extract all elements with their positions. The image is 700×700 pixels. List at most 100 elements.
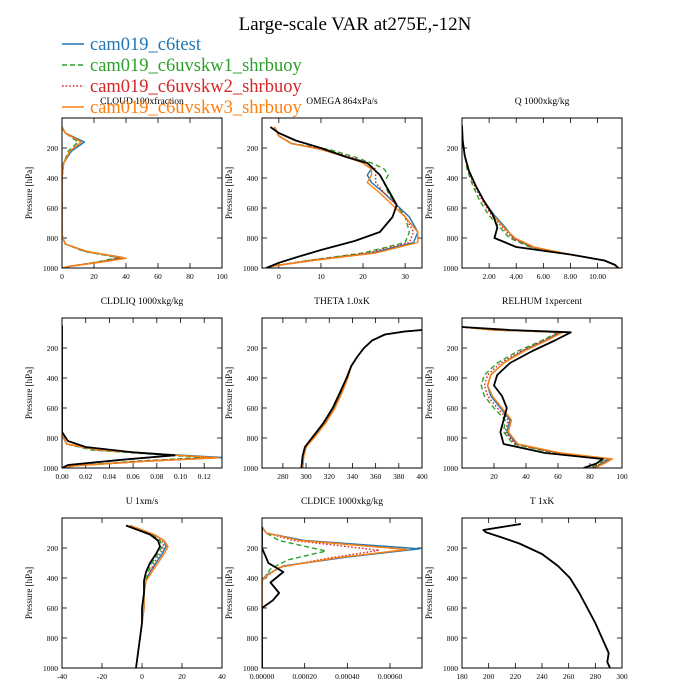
y-tick-label: 600 (247, 604, 259, 613)
y-tick-label: 600 (47, 404, 59, 413)
panel-title: CLDICE 1000xkg/kg (301, 497, 383, 507)
y-tick-label: 800 (447, 234, 459, 243)
series-group (62, 126, 127, 268)
y-tick-label: 600 (47, 604, 59, 613)
x-tick-label: 100 (616, 472, 628, 481)
y-axis-label: Pressure [hPa] (424, 167, 434, 219)
x-tick-label: 100 (216, 272, 228, 281)
series-group (462, 125, 620, 268)
series-group (262, 526, 421, 668)
panel-frame (61, 317, 223, 469)
y-tick-label: 400 (47, 374, 59, 383)
series-line (262, 526, 408, 668)
panel-title: Q 1000xkg/kg (515, 97, 570, 107)
y-tick-label: 200 (47, 544, 59, 553)
x-tick-label: 60 (154, 272, 162, 281)
x-tick-label: 0.02 (79, 472, 92, 481)
x-tick-label: 260 (563, 672, 575, 681)
legend-item: cam019_c6uvskw1_shrbuoy (62, 56, 302, 76)
y-tick-label: 1000 (43, 264, 58, 273)
series-line (462, 326, 614, 468)
y-tick-label: 200 (447, 144, 459, 153)
x-tick-label: 0.00000 (250, 672, 275, 681)
x-tick-label: 380 (393, 472, 405, 481)
x-tick-label: 360 (370, 472, 382, 481)
y-tick-label: 200 (447, 344, 459, 353)
y-tick-label: 600 (447, 604, 459, 613)
series-group (300, 329, 422, 468)
x-tick-label: 0.04 (103, 472, 116, 481)
panel: CLDLIQ 1000xkg/kg Pressure [hPa] 200 400 600… (24, 297, 223, 481)
y-tick-label: 1000 (243, 664, 258, 673)
series-line (482, 523, 611, 668)
y-tick-label: 400 (447, 374, 459, 383)
x-tick-label: 10.00 (589, 272, 606, 281)
series-group (462, 326, 614, 468)
y-tick-label: 800 (447, 434, 459, 443)
x-tick-label: 300 (616, 672, 628, 681)
legend-item: cam019_c6test (62, 35, 202, 55)
legend-label: cam019_c6uvskw1_shrbuoy (90, 56, 302, 76)
y-tick-label: 1000 (443, 264, 458, 273)
y-axis-label: Pressure [hPa] (424, 567, 434, 619)
x-tick-label: 280 (590, 672, 602, 681)
y-tick-label: 200 (47, 144, 59, 153)
legend-item: cam019_c6uvskw3_shrbuoy (62, 98, 302, 118)
x-tick-label: 0.00 (55, 472, 68, 481)
series-line (462, 125, 619, 268)
x-tick-label: 80 (186, 272, 194, 281)
y-tick-label: 800 (47, 634, 59, 643)
legend-label: cam019_c6uvskw2_shrbuoy (90, 77, 302, 97)
x-tick-label: 6.00 (537, 272, 550, 281)
y-tick-label: 400 (247, 574, 259, 583)
series-line (482, 523, 611, 668)
series-line (482, 523, 611, 668)
x-tick-label: 400 (416, 472, 428, 481)
x-tick-label: 20 (90, 272, 98, 281)
panel-frame (461, 317, 623, 469)
x-tick-label: 40 (218, 672, 226, 681)
legend: cam019_c6testcam019_c6uvskw1_shrbuoycam0… (62, 35, 302, 118)
series-group (265, 126, 419, 268)
y-tick-label: 800 (247, 634, 259, 643)
panel-frame (461, 517, 623, 669)
x-tick-label: 0 (60, 272, 64, 281)
y-axis-label: Pressure [hPa] (224, 167, 234, 219)
x-tick-label: 300 (300, 472, 312, 481)
series-line (482, 523, 611, 668)
y-tick-label: 600 (247, 404, 259, 413)
y-axis-label: Pressure [hPa] (424, 367, 434, 419)
series-group (62, 325, 222, 468)
series-line (482, 523, 611, 668)
x-tick-label: 30 (401, 272, 409, 281)
panel-frame (61, 517, 223, 669)
x-tick-label: 0.08 (150, 472, 163, 481)
panel-title: T 1xK (530, 497, 555, 507)
x-tick-label: 8.00 (564, 272, 577, 281)
y-tick-label: 400 (247, 374, 259, 383)
series-line (262, 526, 327, 668)
panel: RELHUM 1xpercent Pressure [hPa] 200 400 600 8… (424, 297, 628, 481)
x-tick-label: 2.00 (483, 272, 496, 281)
panel: CLDICE 1000xkg/kg Pressure [hPa] 200 400 600… (224, 497, 423, 681)
y-axis-label: Pressure [hPa] (24, 567, 34, 619)
x-tick-label: 0 (140, 672, 144, 681)
legend-item: cam019_c6uvskw2_shrbuoy (62, 77, 302, 97)
series-group (482, 523, 611, 668)
x-tick-label: 0.00060 (378, 672, 403, 681)
panel-title: RELHUM 1xpercent (502, 297, 582, 307)
x-tick-label: 40 (522, 472, 530, 481)
series-line (62, 126, 119, 268)
legend-label: cam019_c6test (90, 35, 202, 55)
y-tick-label: 600 (447, 204, 459, 213)
series-line (462, 125, 619, 268)
x-tick-label: 200 (483, 672, 495, 681)
y-tick-label: 600 (247, 204, 259, 213)
panel-frame (61, 117, 223, 269)
x-tick-label: 4.00 (510, 272, 523, 281)
y-tick-label: 800 (447, 634, 459, 643)
x-tick-label: 240 (536, 672, 548, 681)
series-line (62, 126, 127, 268)
y-tick-label: 600 (47, 204, 59, 213)
